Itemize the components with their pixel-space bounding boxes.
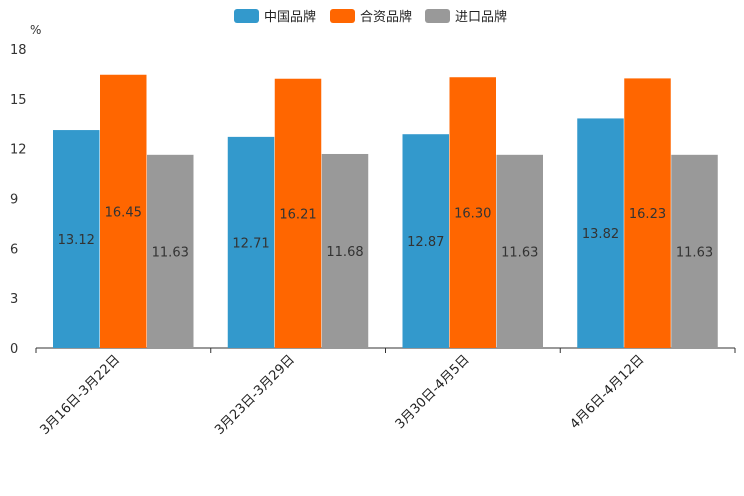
x-tick-label-1: 3月16日-3月22日 <box>37 352 123 438</box>
bar-3-3 <box>496 154 543 348</box>
data-label-1-3: 12.87 <box>407 235 444 250</box>
y-tick-label-18: 18 <box>10 43 27 58</box>
y-tick-label-12: 12 <box>10 143 27 158</box>
legend-swatch-3 <box>425 9 450 23</box>
bar-3-1 <box>147 154 194 348</box>
data-labels: 13.12 16.45 11.63 12.71 16.21 11.68 12.87 16.30… <box>58 205 713 260</box>
bar-1-3 <box>402 134 449 348</box>
bar-1-1 <box>53 130 100 348</box>
legend-label-2: 合资品牌 <box>360 9 412 25</box>
bars <box>53 74 718 348</box>
data-label-3-4: 11.63 <box>676 245 713 260</box>
legend-swatch-2 <box>330 9 355 23</box>
x-tick-label-3: 3月30日-4月5日 <box>393 352 473 432</box>
data-label-2-2: 16.21 <box>279 207 316 222</box>
bar-1-2 <box>227 136 275 348</box>
data-label-1-4: 13.82 <box>582 227 619 242</box>
data-label-2-1: 16.45 <box>105 205 142 220</box>
data-label-2-3: 16.30 <box>454 207 491 222</box>
bar-1-4 <box>577 118 624 348</box>
y-tick-label-6: 6 <box>10 242 18 257</box>
x-tick-label-4: 4月6日-4月12日 <box>568 352 648 432</box>
y-tick-label-9: 9 <box>10 193 18 208</box>
bar-3-4 <box>671 154 718 348</box>
y-tick-label-0: 0 <box>10 342 18 357</box>
legend-label-3: 进口品牌 <box>455 9 507 25</box>
y-tick-label-3: 3 <box>10 292 18 307</box>
y-tick-label-15: 15 <box>10 93 27 108</box>
bar-2-4 <box>624 78 671 348</box>
legend-label-1: 中国品牌 <box>264 9 316 25</box>
data-label-3-1: 11.63 <box>152 245 189 260</box>
bar-2-3 <box>449 77 496 348</box>
data-label-1-2: 12.71 <box>232 236 269 251</box>
legend-swatch-1 <box>234 9 259 23</box>
data-label-2-4: 16.23 <box>629 207 666 222</box>
x-tick-label-2: 3月23日-3月29日 <box>212 352 298 438</box>
legend: 中国品牌 合资品牌 进口品牌 <box>234 9 507 25</box>
data-label-3-3: 11.63 <box>501 245 538 260</box>
y-axis-unit-label: % <box>30 23 41 37</box>
bar-2-1 <box>100 74 147 348</box>
bar-2-2 <box>274 78 322 348</box>
data-label-1-1: 13.12 <box>58 233 95 248</box>
data-label-3-2: 11.68 <box>326 245 363 260</box>
bar-3-2 <box>321 153 369 348</box>
